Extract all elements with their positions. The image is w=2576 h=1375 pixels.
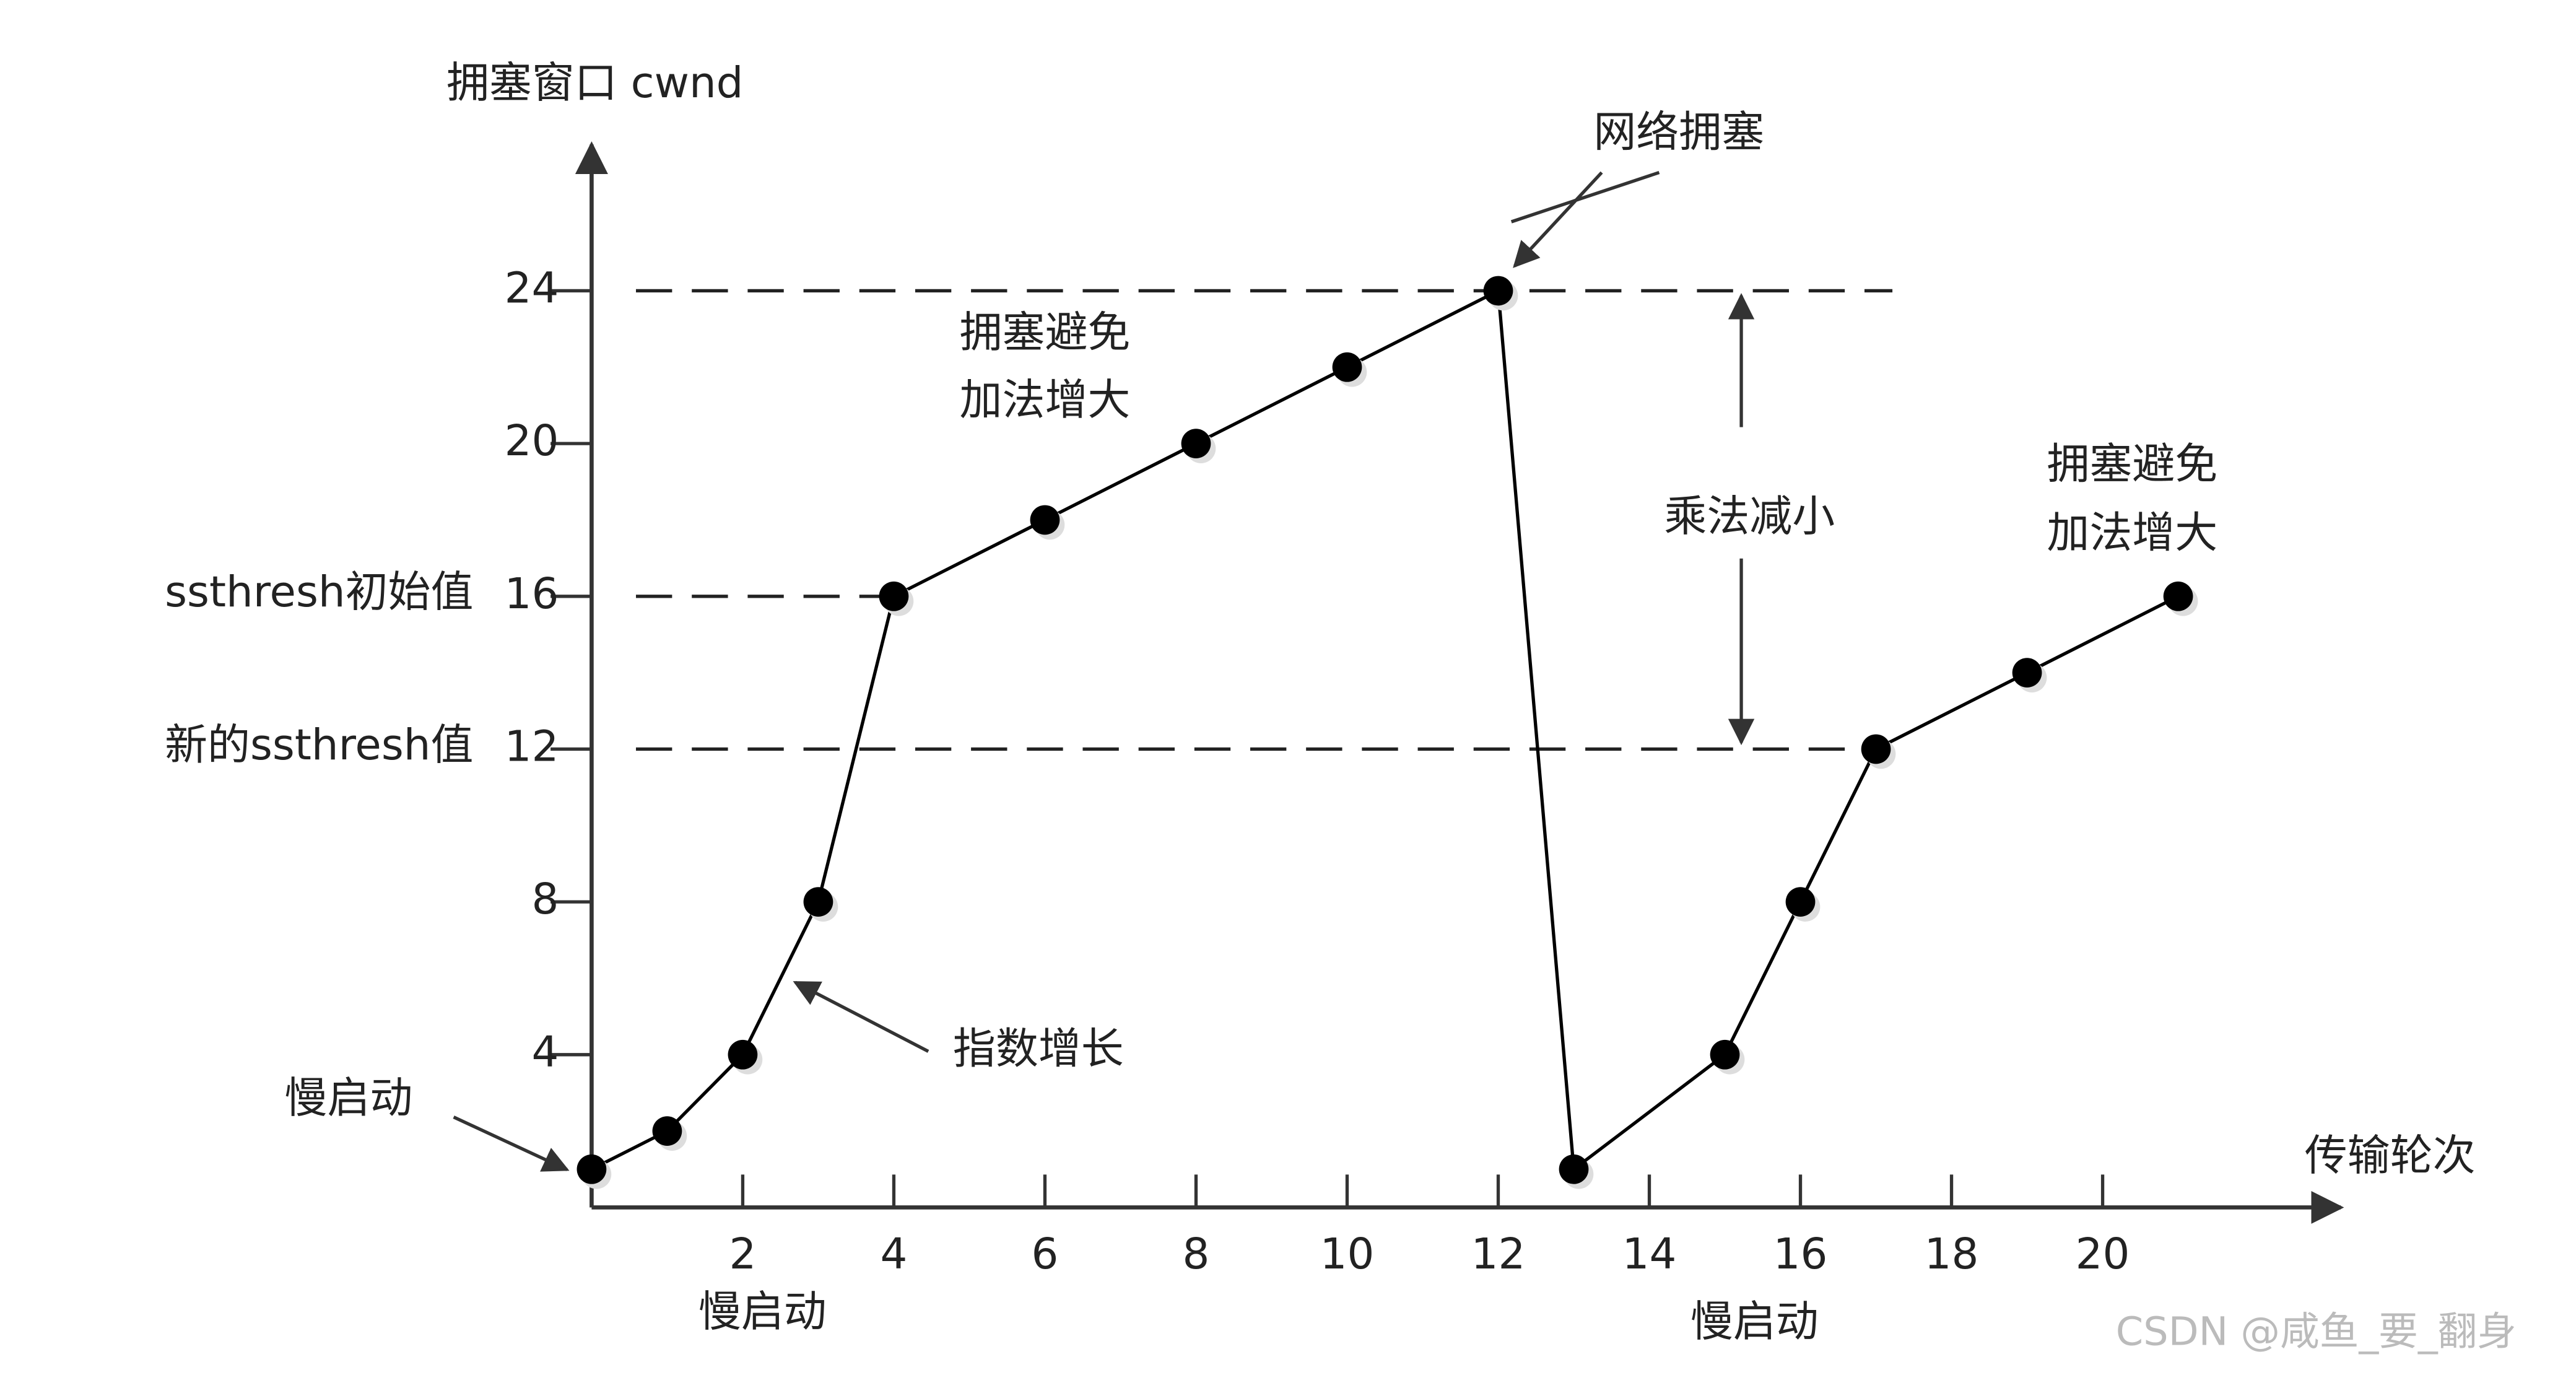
x-tick-label: 8 (1183, 1229, 1210, 1279)
x-tick-label: 6 (1032, 1229, 1059, 1279)
data-point (2163, 581, 2193, 611)
x-axis-title: 传输轮次 (2305, 1131, 2476, 1181)
y-tick-label: 16 (505, 569, 559, 619)
data-point (1710, 1039, 1740, 1070)
data-point (1861, 734, 1891, 764)
data-point (1181, 429, 1211, 458)
annotation: 慢启动 (284, 1073, 412, 1123)
y-tick-label: 8 (531, 875, 559, 924)
annotation: 加法增大 (960, 375, 1131, 425)
data-point (2012, 658, 2042, 688)
y-tick-label: 4 (531, 1028, 559, 1077)
x-tick-label: 18 (1925, 1229, 1979, 1279)
annotation: 慢启动 (1690, 1297, 1819, 1347)
annotation: 新的ssthresh值 (165, 720, 473, 770)
arrow (793, 980, 929, 1053)
data-point (1030, 505, 1060, 535)
annotation: ssthresh初始值 (165, 567, 473, 617)
data-point (803, 887, 833, 917)
y-axis-title: 拥塞窗口 cwnd (446, 58, 744, 108)
annotation: 拥塞避免 (960, 308, 1131, 357)
data-point (1332, 352, 1362, 382)
data-point (879, 581, 909, 611)
annotation: 乘法减小 (1664, 492, 1835, 541)
x-tick-label: 16 (1773, 1229, 1828, 1279)
annotation: 拥塞避免 (2047, 439, 2217, 489)
y-tick-label: 24 (505, 263, 559, 313)
x-tick-label: 14 (1622, 1229, 1677, 1279)
x-tick-label: 10 (1320, 1229, 1375, 1279)
data-point (1785, 887, 1816, 917)
watermark: CSDN @咸鱼_要_翻身 (2116, 1309, 2517, 1355)
x-tick-label: 12 (1471, 1229, 1526, 1279)
x-tick-label: 20 (2076, 1229, 2130, 1279)
annotation: 指数增长 (953, 1024, 1124, 1074)
data-point (652, 1116, 682, 1146)
x-tick-label: 2 (729, 1229, 756, 1279)
annotation: 慢启动 (698, 1287, 827, 1337)
arrow-line (1510, 170, 1660, 224)
data-point (577, 1154, 607, 1184)
data-point (1483, 276, 1513, 306)
arrow (453, 1115, 570, 1172)
annotation: 网络拥塞 (1593, 108, 1764, 157)
x-tick-label: 4 (881, 1229, 908, 1279)
y-tick-label: 20 (505, 416, 559, 466)
y-tick-label: 12 (505, 722, 559, 771)
arrow (1513, 171, 1603, 268)
data-point (1559, 1154, 1589, 1184)
annotation: 加法增大 (2047, 509, 2217, 558)
data-point (728, 1039, 758, 1070)
